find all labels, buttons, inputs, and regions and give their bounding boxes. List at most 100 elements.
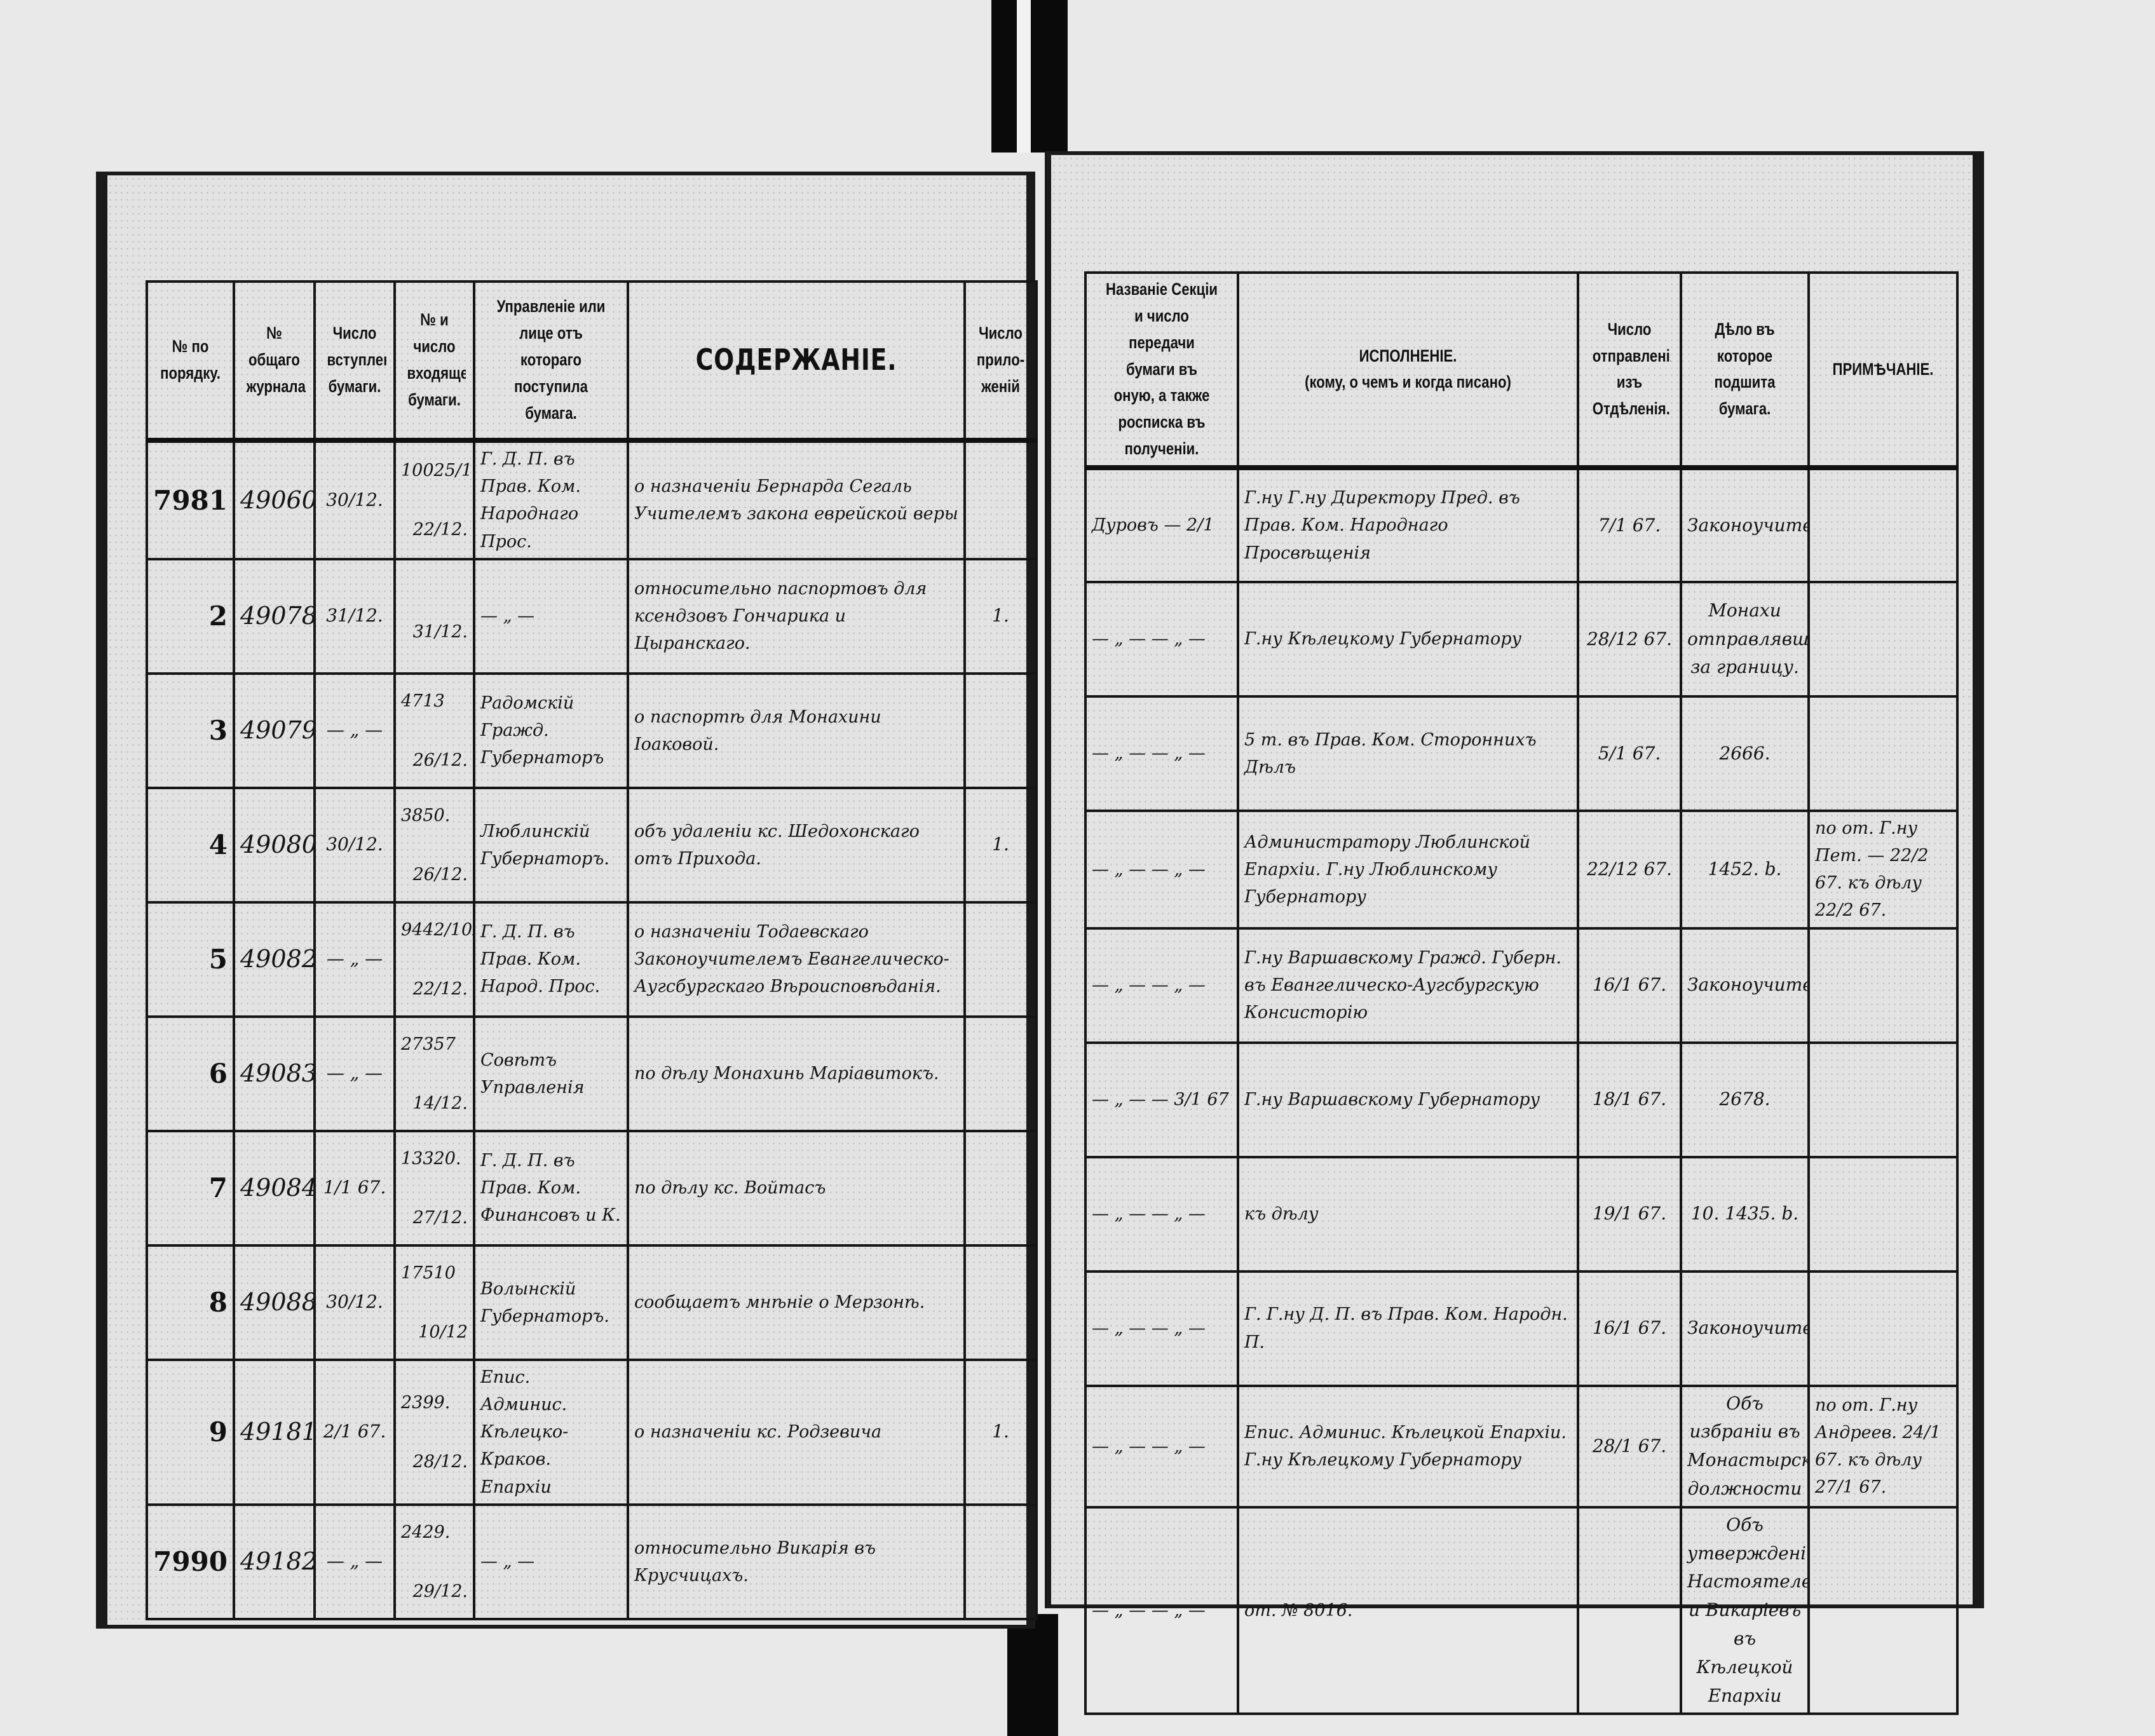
section-transfer: — „ — — „ —: [1084, 1155, 1239, 1273]
note: по от. Г.ну Пет. — 22/2 67. къ дѣлу 22/2…: [1807, 809, 1959, 930]
table-row: — „ — — „ — от. № 8016. Объ утвержденіи На…: [1084, 1505, 1959, 1716]
incoming-number: 17510 10/12: [393, 1244, 475, 1361]
content: о назначеніи Тодаевскаго Законоучителемъ…: [627, 900, 966, 1018]
section-transfer: — „ — — „ —: [1084, 926, 1239, 1044]
note: по от. Г.ну Андреев. 24/1 67. къ дѣлу 27…: [1807, 1384, 1959, 1509]
date-received: — „ —: [313, 1015, 396, 1132]
sent-date: [1577, 1505, 1682, 1716]
sent-date: 16/1 67.: [1577, 1270, 1682, 1387]
table-row: — „ — — „ — Г. Г.ну Д. П. въ Прав. Ком. Н…: [1084, 1270, 1959, 1387]
table-row: Дуровъ — 2/1 Г.ну Г.ну Директору Пред. въ…: [1084, 466, 1959, 583]
source-authority: — „ —: [473, 1503, 629, 1620]
date-received: 30/12.: [313, 786, 396, 904]
content: относительно паспортовъ для ксендзовъ Го…: [627, 557, 966, 675]
table-row: 749084.1/1 67.13320. 27/12.Г. Д. П. въ Пр…: [146, 1129, 1038, 1247]
table-row: 249078.31/12.31/12.— „ —относительно пас…: [146, 557, 1038, 675]
attachments-count: [963, 439, 1038, 560]
section-transfer: — „ — — „ —: [1084, 809, 1239, 930]
table-row: 799049182.— „ —2429.29/12.— „ —относител…: [146, 1503, 1038, 1620]
book-spine-bottom: [1007, 1614, 1058, 1736]
note: [1807, 1041, 1959, 1158]
file-reference: 2666.: [1680, 695, 1810, 812]
journal-number: 49078.: [233, 557, 316, 675]
table-row: — „ — — „ — Администратору Люблинской Епа…: [1084, 809, 1959, 930]
execution-text: Г.ну Варшавскому Губернатору: [1237, 1041, 1579, 1158]
table-row: 798149060.30/12.10025/10950 22/12.Г. Д. П…: [146, 439, 1038, 560]
right-page: Названіе Секціи и число передачи бумаги …: [1045, 151, 1984, 1716]
incoming-number: 31/12.: [393, 557, 475, 675]
execution-subtitle: (кому, о чемъ и когда писано): [1305, 372, 1511, 392]
content: по дѣлу Монахинь Маріавитокъ.: [627, 1015, 966, 1132]
incoming-number: 2429. 29/12.: [393, 1503, 475, 1620]
column-header: Число прило-женій: [970, 280, 1031, 442]
journal-number: 49082.: [233, 900, 316, 1018]
date-received: 1/1 67.: [313, 1129, 396, 1247]
attachments-count: [963, 1129, 1038, 1247]
section-transfer: — „ — — 3/1 67: [1084, 1041, 1239, 1158]
note: [1807, 926, 1959, 1044]
incoming-paper-date: 26/12.: [412, 864, 468, 885]
sent-date: 16/1 67.: [1577, 926, 1682, 1044]
column-header: СОДЕРЖАНІЕ.: [657, 280, 935, 442]
source-authority: Г. Д. П. въ Прав. Ком. Народнаго Прос.: [473, 439, 629, 560]
file-reference: Законоучители: [1680, 466, 1810, 583]
incoming-register-table: № по порядку. № общаго журнала. Число всту…: [146, 280, 1038, 1620]
incoming-paper-number: 27357: [401, 1034, 456, 1054]
table-row: 549082.— „ —9442/10229. 22/12.Г. Д. П. въ…: [146, 900, 1038, 1018]
entry-number: 8: [146, 1244, 235, 1361]
entry-number: 4: [146, 786, 235, 904]
journal-number: 49181.: [233, 1358, 316, 1506]
content: сообщаетъ мнѣніе о Мерзонѣ.: [627, 1244, 966, 1361]
content: по дѣлу кс. Войтасъ: [627, 1129, 966, 1247]
date-received: — „ —: [313, 1503, 396, 1620]
content: объ удаленіи кс. Шедохонскаго отъ Приход…: [627, 786, 966, 904]
execution-text: от. № 8016.: [1237, 1505, 1579, 1716]
sent-date: 28/1 67.: [1577, 1384, 1682, 1509]
note: [1807, 1155, 1959, 1273]
entry-number: 2: [146, 557, 235, 675]
sent-date: 22/12 67.: [1577, 809, 1682, 930]
journal-number: 49060.: [233, 439, 316, 560]
column-header: Управленіе или лице отъ котораго поступи…: [487, 280, 615, 442]
execution-title: ИСПОЛНЕНІЕ.: [1359, 346, 1457, 365]
section-transfer: — „ — — „ —: [1084, 580, 1239, 698]
sent-date: 7/1 67.: [1577, 466, 1682, 583]
column-header: Названіе Секціи и число передачи бумаги …: [1098, 271, 1226, 469]
incoming-paper-number: 2429.: [401, 1522, 451, 1542]
incoming-paper-date: 22/12.: [412, 520, 468, 540]
file-reference: Законоучители: [1680, 1270, 1810, 1387]
column-header: Число вступленія бумаги.: [320, 280, 389, 442]
attachments-count: [963, 900, 1038, 1018]
source-authority: Г. Д. П. въ Прав. Ком. Народ. Прос.: [473, 900, 629, 1018]
incoming-paper-date: 10/12: [418, 1322, 468, 1342]
note: [1807, 1270, 1959, 1387]
entry-number: 9: [146, 1358, 235, 1506]
spine-gap: [1017, 0, 1031, 153]
attachments-count: 1.: [963, 786, 1038, 904]
source-authority: Епис. Админис. Кѣлецко-Краков. Епархіи: [473, 1358, 629, 1506]
source-authority: Люблинскій Губернаторъ.: [473, 786, 629, 904]
incoming-paper-date: 28/12.: [412, 1451, 468, 1472]
incoming-paper-date: 27/12.: [412, 1207, 468, 1228]
note: [1807, 695, 1959, 812]
table-row: 649083.— „ —27357 14/12.Совѣтъ Управленія…: [146, 1015, 1038, 1132]
column-header: Дѣло въ которое подшита бумага.: [1691, 271, 1798, 469]
entry-number: 3: [146, 672, 235, 789]
execution-text: къ дѣлу: [1237, 1155, 1579, 1273]
column-header: Число отправленія изъ Отдѣленія.: [1586, 271, 1673, 469]
journal-number: 49079.: [233, 672, 316, 789]
note: [1807, 466, 1959, 583]
table-row: — „ — — „ —5 m. въ Прав. Ком. Стороннихъ…: [1084, 695, 1959, 812]
execution-register-table: Названіе Секціи и число передачи бумаги …: [1084, 271, 1959, 1716]
incoming-paper-date: 31/12.: [412, 622, 468, 642]
incoming-paper-number: 10025/10950: [401, 461, 473, 481]
journal-number: 49088: [233, 1244, 316, 1361]
execution-text: 5 m. въ Прав. Ком. Стороннихъ Дѣлъ: [1237, 695, 1579, 812]
source-authority: Совѣтъ Управленія: [473, 1015, 629, 1132]
content: о паспортѣ для Монахини Іоаковой.: [627, 672, 966, 789]
content: о назначеніи Бернарда Сегаль Учителемъ з…: [627, 439, 966, 560]
date-received: — „ —: [313, 900, 396, 1018]
attachments-count: [963, 672, 1038, 789]
execution-text: Г. Г.ну Д. П. въ Прав. Ком. Народн. П.: [1237, 1270, 1579, 1387]
